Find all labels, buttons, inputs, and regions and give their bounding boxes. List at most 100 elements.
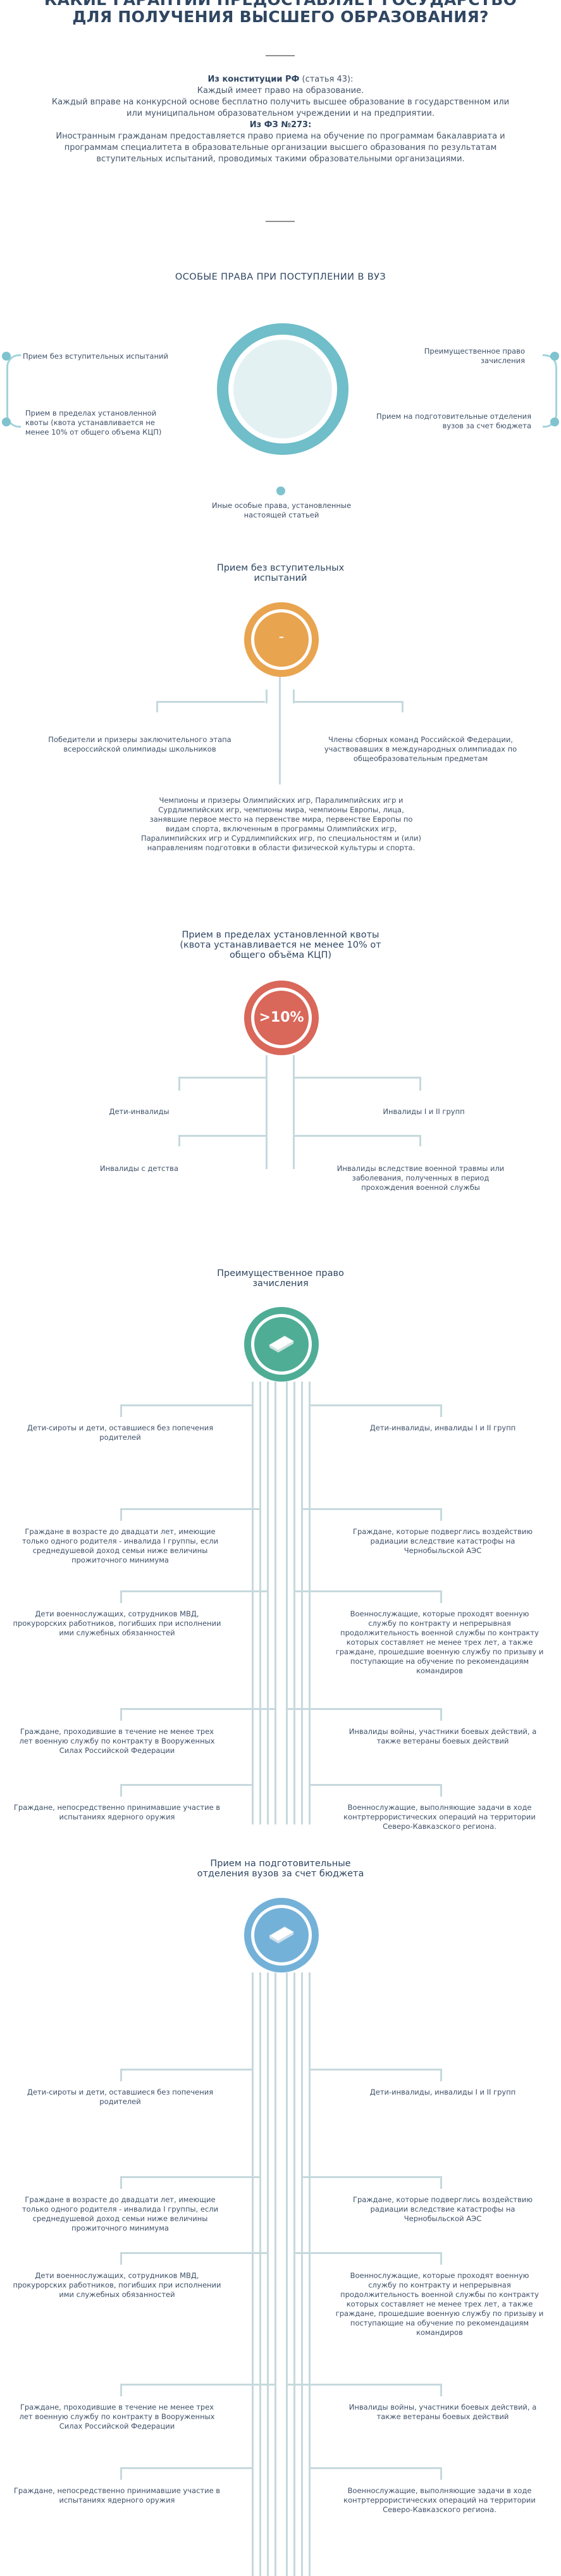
connector-line: [120, 2176, 259, 2178]
connector-line: [440, 1404, 442, 1417]
quota-badge: >10%: [259, 1010, 304, 1025]
connector-line: [259, 1972, 261, 2576]
connector-line: [293, 1382, 295, 1824]
connector-line: [178, 1077, 180, 1091]
prep-item: Дети-инвалиды, инвалиды I и II групп: [369, 2088, 516, 2096]
connector-line: [120, 2176, 122, 2189]
dash-icon: –: [279, 631, 284, 643]
priority-item: Военнослужащие, выполняющие задачи в ход…: [343, 1803, 536, 1831]
connector-line: [309, 1382, 311, 1824]
right-bracket: [543, 354, 557, 428]
title-line: Прием в пределах установленной квоты: [182, 930, 379, 940]
title-line: общего объёма КЦП): [229, 950, 331, 960]
special-right-label: Прием в пределах установленной квоты (кв…: [25, 409, 162, 437]
connector-line: [120, 2069, 122, 2081]
fz-line: вступительных испытаний, проводимых таки…: [96, 154, 465, 164]
connector-line: [178, 1135, 266, 1137]
connector-line: [301, 1972, 303, 2576]
prep-item: Военнослужащие, выполняющие задачи в ход…: [343, 2486, 536, 2514]
priority-item: Граждане, непосредственно принимавшие уч…: [13, 1803, 221, 1821]
special-right-label: Прием на подготовительные отделения вузо…: [376, 412, 531, 430]
constitution-ref: (статья 43):: [302, 75, 354, 84]
special-rights-title: ОСОБЫЕ ПРАВА ПРИ ПОСТУПЛЕНИИ В ВУЗ: [175, 272, 386, 282]
connector-line: [295, 1077, 421, 1079]
connector-line: [295, 2252, 442, 2254]
quota-item: Дети-инвалиды: [109, 1107, 170, 1116]
bullet-dot: [276, 486, 285, 495]
prep-item: Граждане, проходившие в течение не менее…: [19, 2403, 215, 2430]
connector-line: [120, 2384, 274, 2386]
priority-item: Дети-инвалиды, инвалиды I и II групп: [369, 1423, 516, 1432]
bullet-dot: [2, 418, 11, 426]
connector-line: [252, 1382, 254, 1824]
connector-line: [156, 701, 158, 712]
connector-line: [311, 1784, 442, 1786]
priority-item: Инвалиды войны, участники боевых действи…: [348, 1727, 537, 1745]
title-line: Преимущественное право: [217, 1268, 344, 1279]
title-line: отделения вузов за счет бюджета: [197, 1869, 364, 1879]
title-line: зачисления: [252, 1279, 309, 1289]
constitution-title: Из конституции РФ: [207, 75, 300, 84]
connector-line: [120, 1784, 252, 1786]
priority-item: Дети военнослужащих, сотрудников МВД, пр…: [13, 1609, 221, 1637]
connector-line: [311, 1404, 442, 1406]
connector-line: [120, 2467, 122, 2480]
prep-item: Граждане, которые подверглись воздействи…: [352, 2195, 533, 2223]
connector-line: [303, 2176, 442, 2178]
connector-line: [440, 2252, 442, 2265]
priority-ring: [244, 1307, 319, 1382]
constitution-line: Каждый вправе на конкурсной основе беспл…: [51, 97, 510, 107]
priority-item: Военнослужащие, которые проходят военную…: [335, 1609, 544, 1675]
connector-line: [293, 690, 295, 703]
connector-line: [120, 1404, 122, 1417]
constitution-line: или муниципальном образовательном учрежд…: [126, 109, 435, 118]
connector-line: [311, 2069, 442, 2071]
priority-item: Граждане, которые подверглись воздействи…: [352, 1527, 533, 1555]
prep-item: Военнослужащие, которые проходят военную…: [335, 2271, 544, 2337]
connector-line: [309, 1972, 311, 2576]
title-line: испытаний: [254, 573, 307, 583]
connector-line: [120, 2467, 252, 2469]
fz-line: программам специалитета в образовательны…: [64, 143, 497, 152]
connector-line: [120, 2069, 252, 2071]
connector-line: [266, 690, 268, 703]
intro-block: Из конституции РФ (статья 43): Каждый им…: [0, 74, 561, 165]
bullet-dot: [2, 352, 11, 361]
connector-line: [120, 2252, 267, 2254]
special-rights-ring: [217, 323, 348, 455]
special-right-label: Преимущественное право зачисления: [424, 347, 525, 365]
fz-line: Иностранным гражданам предоставляется пр…: [56, 132, 505, 141]
connector-line: [266, 1055, 268, 1169]
no-exams-ring: –: [244, 602, 319, 677]
document-icon: [269, 1335, 294, 1353]
connector-line: [274, 1972, 276, 2576]
ring-center: [254, 991, 309, 1045]
connector-line: [440, 2069, 442, 2081]
connector-line: [440, 2384, 442, 2396]
connector-line: [286, 1972, 288, 2576]
prep-item: Инвалиды войны, участники боевых действи…: [348, 2403, 537, 2421]
connector-line: [293, 701, 402, 703]
connector-line: [120, 1508, 259, 1510]
connector-line: [120, 1508, 122, 1521]
connector-line: [311, 2467, 442, 2469]
bullet-dot: [550, 418, 559, 426]
connector-line: [120, 2384, 122, 2396]
connector-line: [120, 1708, 274, 1710]
divider: [266, 221, 295, 222]
ring-center: [254, 612, 309, 667]
fz-title: Из ФЗ №273:: [249, 120, 312, 130]
title-line: Прием без вступительных: [216, 563, 345, 573]
connector-line: [178, 1135, 180, 1146]
connector-line: [156, 701, 265, 703]
connector-line: [267, 1972, 269, 2576]
quota-ring: >10%: [244, 981, 319, 1055]
connector-line: [295, 1590, 442, 1592]
connector-line: [120, 1784, 122, 1797]
no-exams-item: Победители и призеры заключительного эта…: [48, 735, 231, 753]
constitution-line: Каждый имеет право на образование.: [197, 86, 364, 96]
connector-line: [440, 1508, 442, 1521]
title-line-1: КАКИЕ ГАРАНТИИ ПРЕДОСТАВЛЯЕТ ГОСУДАРСТВО: [44, 0, 517, 9]
connector-line: [402, 701, 404, 712]
